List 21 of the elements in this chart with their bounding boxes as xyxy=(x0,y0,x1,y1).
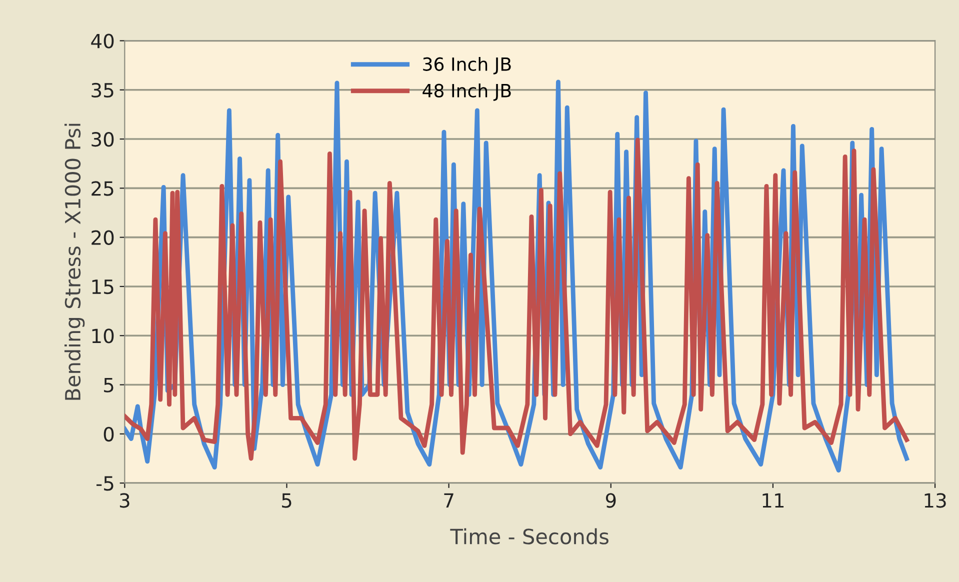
y-tick-label: 15 xyxy=(92,280,114,294)
legend-label: 36 Inch JB xyxy=(423,56,511,74)
x-tick-label: 5 xyxy=(282,493,292,508)
line-series xyxy=(124,138,909,461)
y-tick-label: 10 xyxy=(92,328,114,344)
y-axis-title: Bending Stress - X1000 Psi xyxy=(64,124,85,400)
x-axis-title: Time - Seconds xyxy=(450,528,608,544)
x-tick-label: 13 xyxy=(924,493,946,508)
y-tick-label: 40 xyxy=(91,34,114,48)
y-tick-label: 30 xyxy=(92,132,114,147)
legend-label: 48 Inch JB xyxy=(422,83,511,101)
y-tick-label: 5 xyxy=(104,378,114,392)
x-tick-label: 9 xyxy=(606,493,616,508)
y-tick-label: 0 xyxy=(104,426,114,442)
x-tick-label: 7 xyxy=(444,493,454,508)
y-tick-label: 35 xyxy=(92,82,114,98)
x-tick-label: 11 xyxy=(762,493,784,508)
y-tick-label: -5 xyxy=(96,476,114,491)
y-tick-label: 20 xyxy=(92,230,114,245)
x-tick-label: 3 xyxy=(120,493,130,508)
y-tick-label: 25 xyxy=(92,181,114,196)
